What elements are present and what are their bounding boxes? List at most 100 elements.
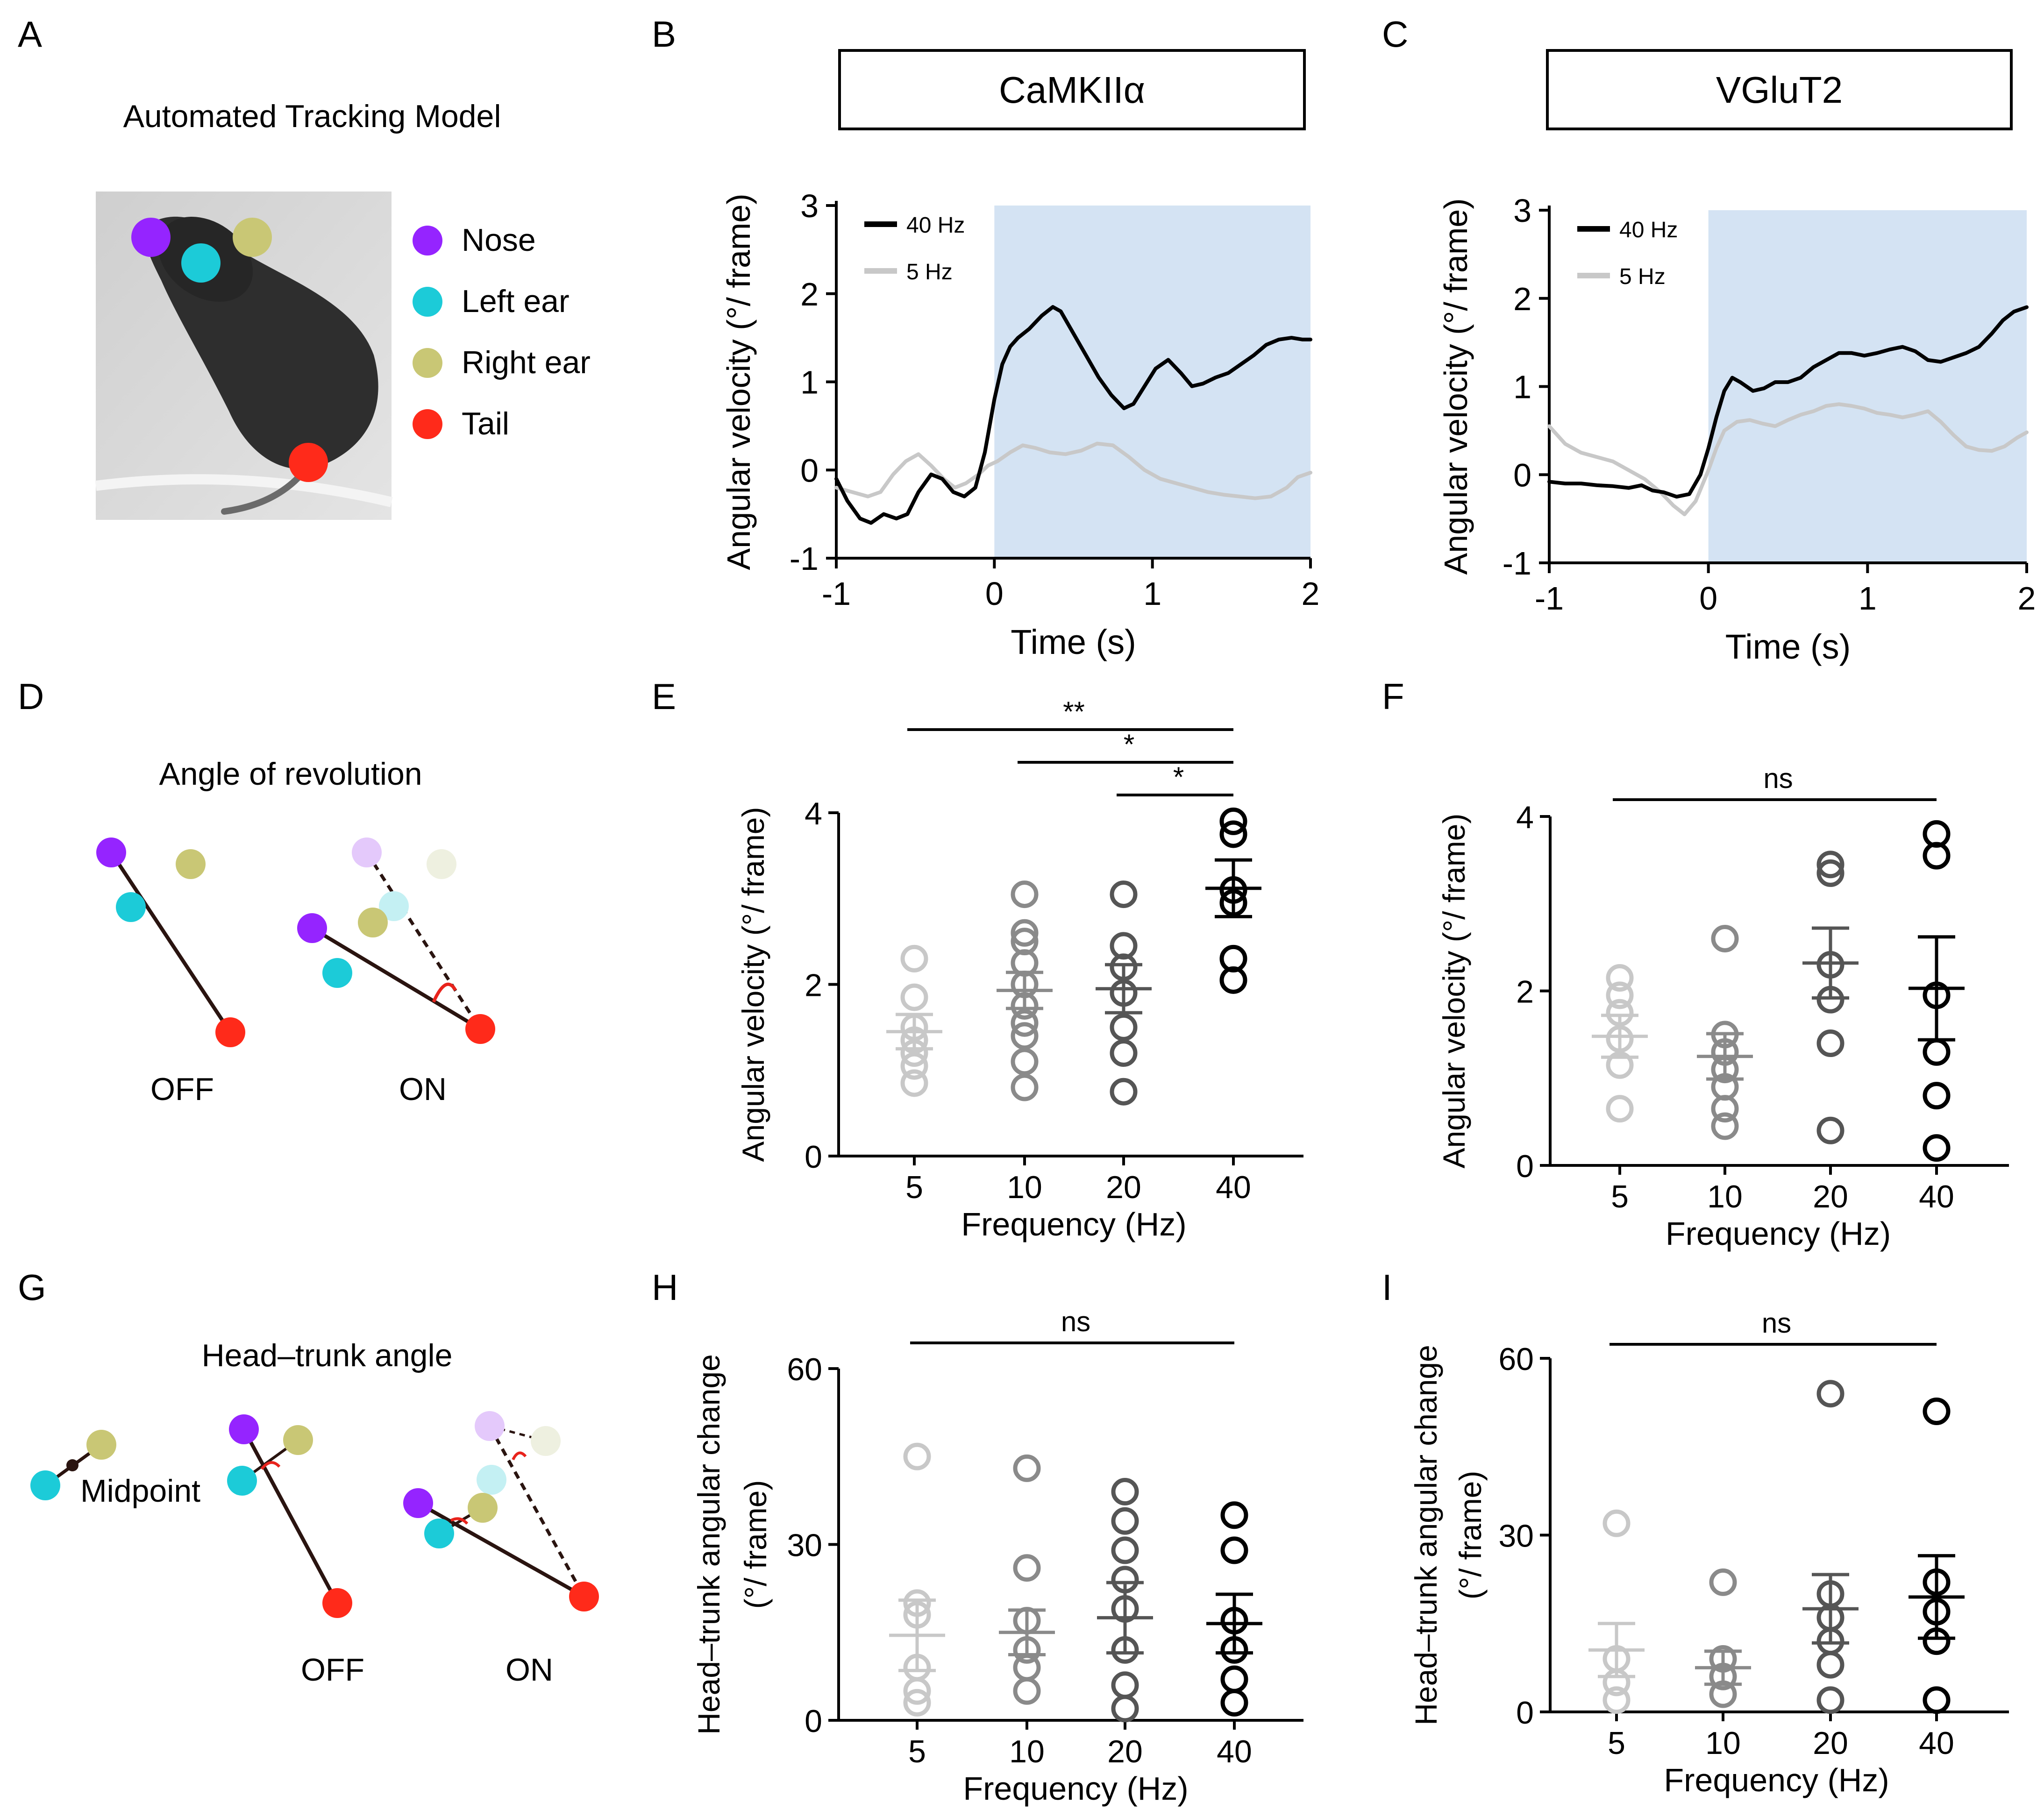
- diagram-g-off: OFF: [227, 1414, 364, 1688]
- panel-letter: H: [652, 1267, 678, 1308]
- x-axis-label: Frequency (Hz): [963, 1770, 1188, 1807]
- y-axis-label: Head–trunk angular change: [691, 1354, 726, 1735]
- data-point: [1111, 1695, 1139, 1723]
- x-tick-label: -1: [822, 575, 851, 612]
- y-tick-label: 60: [1498, 1341, 1534, 1377]
- data-point: [1011, 1022, 1039, 1050]
- x-tick-label: 1: [1143, 575, 1161, 612]
- nose-dot: [96, 838, 126, 867]
- data-point: [1219, 807, 1247, 835]
- y-tick-label: 0: [1516, 1149, 1534, 1184]
- previous-left-ear-dot: [379, 891, 409, 921]
- panel-letter: B: [652, 14, 676, 55]
- data-point: [1011, 928, 1039, 956]
- data-point: [1013, 1554, 1041, 1582]
- keypoint-tail: [289, 443, 328, 482]
- significance-label: ns: [1061, 1306, 1090, 1337]
- y-axis-label: Head–trunk angular change: [1409, 1345, 1443, 1725]
- legend-label-nose: Nose: [462, 222, 536, 258]
- panel-d-title: Angle of revolution: [159, 756, 422, 792]
- data-point: [1816, 859, 1845, 887]
- panel-a: A Automated Tracking Model Nose Left e: [18, 14, 591, 520]
- y-axis-label-units: (°/ frame): [738, 1480, 773, 1609]
- angle-arc: [450, 1517, 469, 1525]
- x-tick-label: 40: [1919, 1179, 1954, 1214]
- data-point: [1923, 1038, 1951, 1066]
- y-tick-label: 0: [1516, 1695, 1534, 1731]
- panel-letter-g: G: [18, 1267, 46, 1308]
- title-box: [1546, 49, 2013, 130]
- panel-letter-d: D: [18, 676, 44, 717]
- data-point: [1816, 1116, 1845, 1144]
- x-tick-label: -1: [1535, 580, 1564, 617]
- x-tick-label: 40: [1216, 1170, 1251, 1205]
- title-box: [838, 49, 1306, 130]
- y-tick-label: 3: [1513, 192, 1531, 229]
- legend-swatch-right-ear: [413, 348, 442, 378]
- right-ear-dot: [86, 1430, 116, 1460]
- data-point: [1013, 1454, 1041, 1482]
- boxed-title: VGluT2: [1716, 69, 1843, 111]
- dish-rim: [95, 474, 393, 507]
- data-point: [1220, 1536, 1248, 1564]
- data-point: [900, 1052, 928, 1080]
- series-line-5hz: [834, 441, 1312, 500]
- data-point: [1110, 1039, 1138, 1067]
- data-point: [1011, 919, 1039, 947]
- nose-dot: [403, 1488, 433, 1518]
- off-label: OFF: [301, 1652, 364, 1688]
- previous-nose-dot: [352, 838, 382, 867]
- x-tick-label: 10: [1007, 1170, 1042, 1205]
- legend-label: 5 Hz: [1619, 264, 1666, 289]
- legend-label-right-ear: Right ear: [462, 345, 591, 380]
- tail-dot: [569, 1582, 599, 1611]
- right-ear-dot: [358, 908, 388, 937]
- y-tick-label: 3: [800, 188, 819, 224]
- x-tick-label: 1: [1859, 580, 1877, 617]
- chart-panel-h: H 0 30 60 5 10 20 40 Frequency (Hz) Head–trunk an…: [652, 1267, 1303, 1807]
- y-axis-label: Angular velocity (°/ frame): [1437, 814, 1471, 1169]
- x-axis-label: Time (s): [1011, 623, 1136, 661]
- data-point: [1816, 1651, 1845, 1679]
- y-axis-label: Angular velocity (°/ frame): [736, 807, 770, 1162]
- chart-panel-f: F 0 2 4 5 10 20 40 Frequency (Hz) Angular velocit…: [1382, 676, 2009, 1252]
- panel-letter: C: [1382, 14, 1408, 55]
- diagram-g-on: ON: [403, 1411, 599, 1688]
- panel-g-title: Head–trunk angle: [202, 1338, 453, 1373]
- x-tick-label: 20: [1106, 1170, 1141, 1205]
- data-point: [903, 1442, 931, 1470]
- x-tick-label: 5: [905, 1170, 923, 1205]
- x-axis-label: Frequency (Hz): [1664, 1762, 1889, 1798]
- data-point: [1110, 1013, 1138, 1041]
- stimulation-shading: [994, 206, 1310, 558]
- data-point: [1111, 1507, 1139, 1535]
- x-tick-label: 10: [1707, 1179, 1743, 1214]
- left-ear-dot: [30, 1470, 60, 1500]
- x-tick-label: 20: [1107, 1734, 1143, 1769]
- mouse-photo: [95, 192, 393, 520]
- data-point: [1110, 932, 1138, 960]
- data-point: [1816, 1686, 1845, 1714]
- data-point: [1011, 1048, 1039, 1076]
- nose-dot: [297, 913, 327, 943]
- panel-g: G Head–trunk angle Midpoint OFF: [18, 1267, 599, 1688]
- data-point: [903, 1689, 931, 1717]
- data-point: [1013, 1677, 1041, 1705]
- data-point: [1923, 1134, 1951, 1162]
- panel-letter: E: [652, 676, 676, 717]
- diagram-d-on: ON: [297, 838, 495, 1107]
- legend-label-tail: Tail: [462, 406, 509, 441]
- diagram-g-midpoint: Midpoint: [30, 1430, 200, 1509]
- data-point: [1111, 1536, 1139, 1564]
- y-tick-label: 1: [1513, 369, 1531, 405]
- y-tick-label: 0: [805, 1703, 822, 1739]
- data-point: [1606, 981, 1634, 1009]
- data-point: [1220, 1689, 1248, 1717]
- trunk-axis-line: [242, 1428, 339, 1604]
- tail-dot: [215, 1017, 245, 1047]
- previous-angle-arc: [512, 1451, 527, 1461]
- chart-panel-i: I 0 30 60 5 10 20 40 Frequency (Hz) Head–trunk an…: [1382, 1267, 2009, 1798]
- keypoint-right-ear: [233, 218, 272, 257]
- previous-nose-dot: [475, 1411, 505, 1441]
- data-point: [1602, 1686, 1631, 1714]
